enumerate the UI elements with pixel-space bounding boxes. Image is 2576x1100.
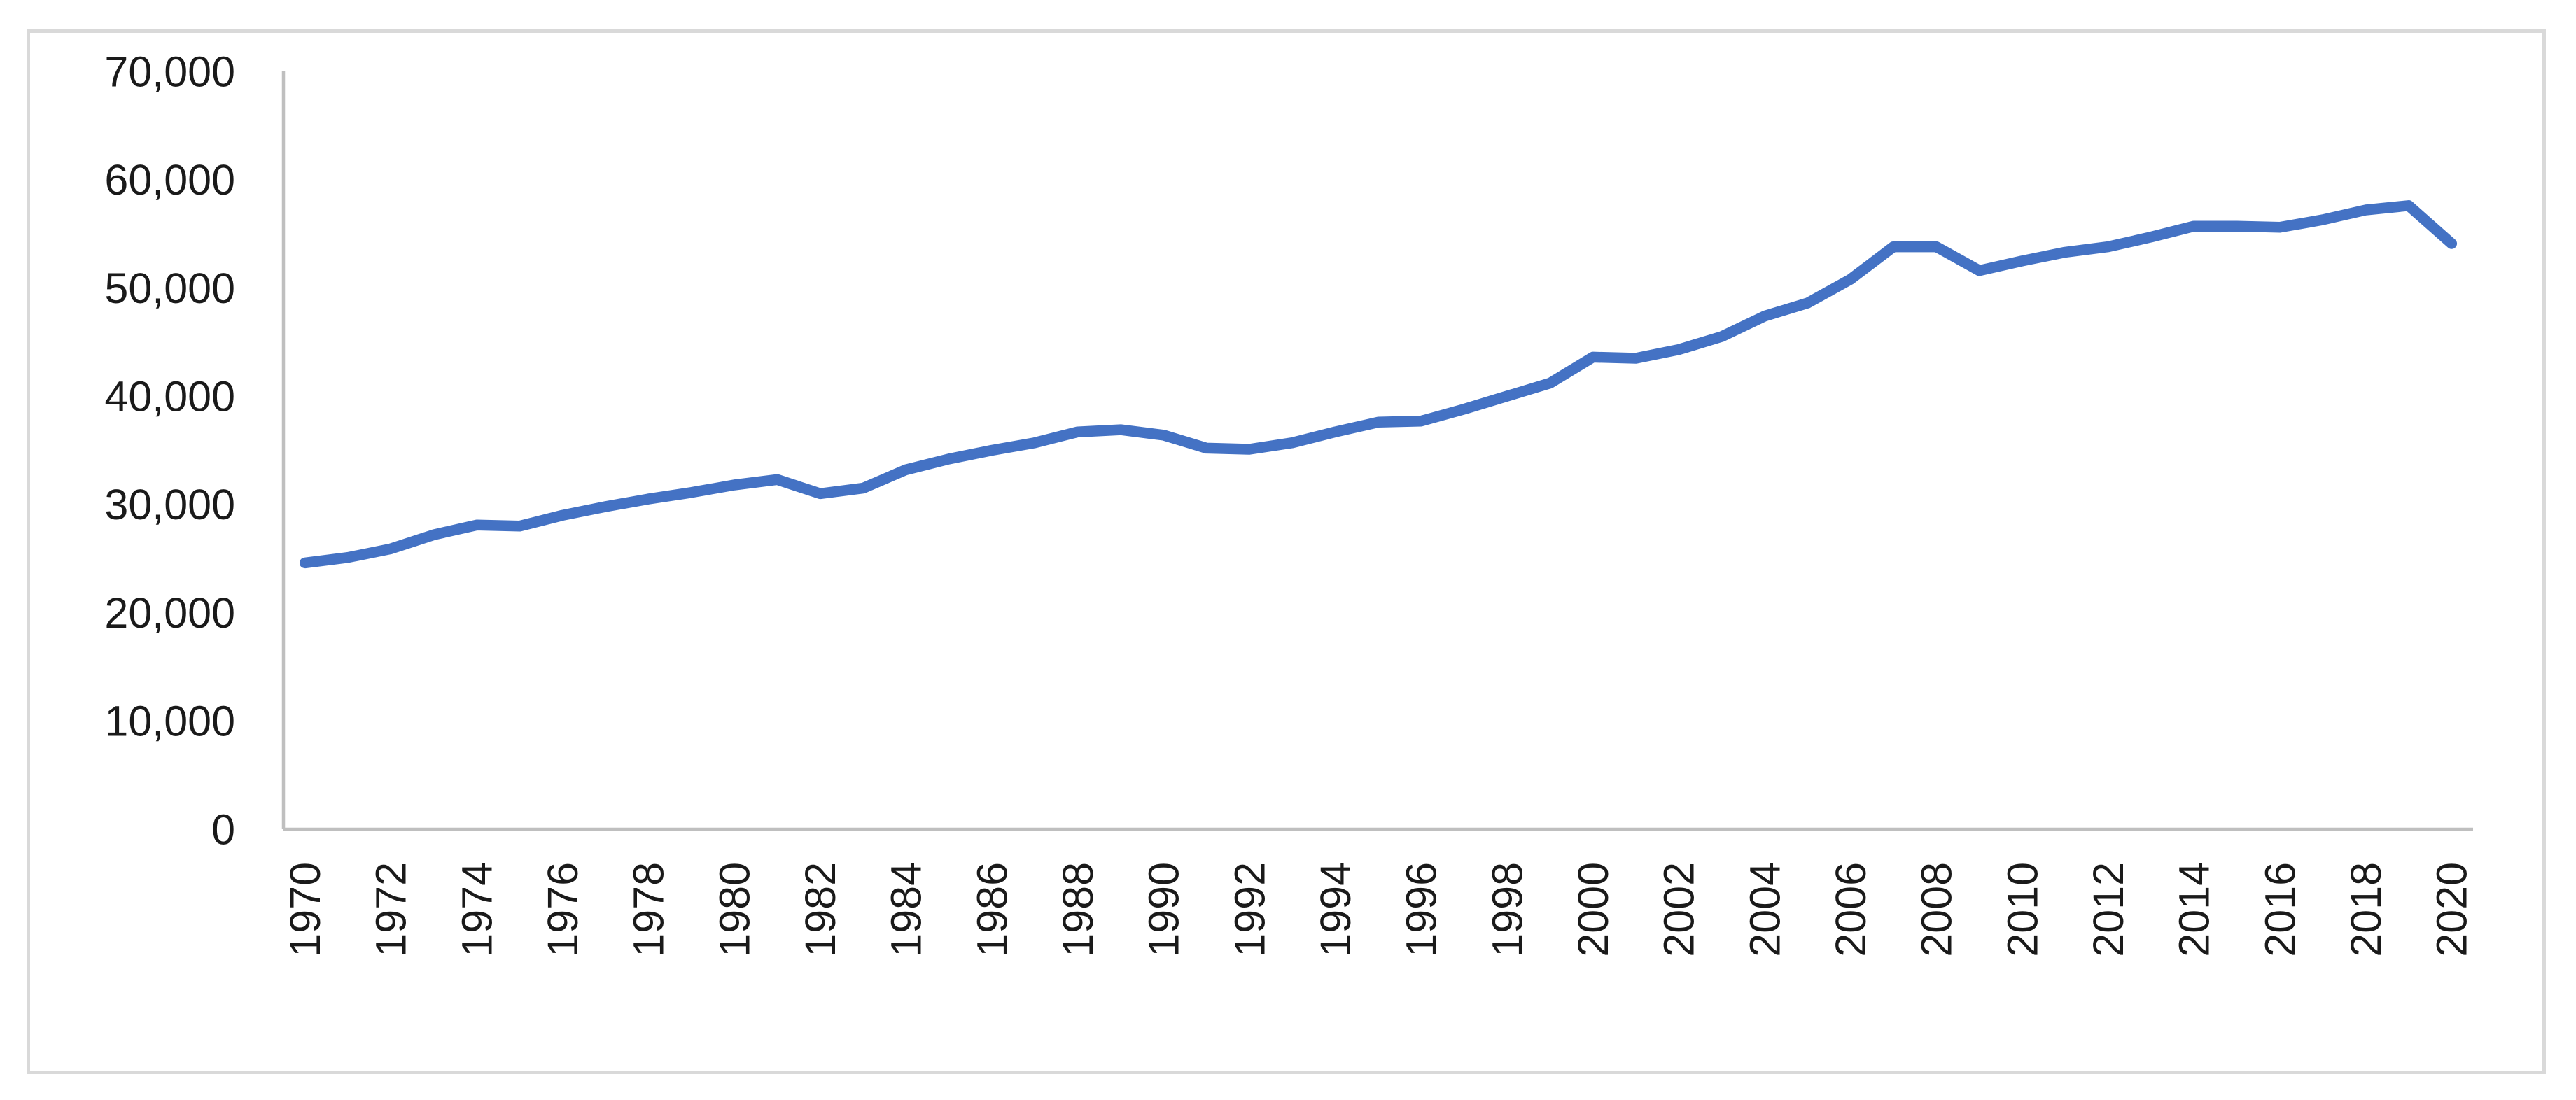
x-axis-tick-label: 1984	[883, 862, 930, 957]
chart-border	[27, 29, 2546, 1074]
x-axis-tick-label: 1972	[368, 862, 415, 957]
y-axis-tick-label: 70,000	[104, 48, 235, 95]
x-axis-tick-label: 1988	[1054, 862, 1102, 957]
y-axis-tick-label: 20,000	[104, 589, 235, 637]
x-axis-tick-label: 1978	[625, 862, 673, 957]
x-axis-tick-label: 2016	[2256, 862, 2304, 957]
y-axis-tick-label: 40,000	[104, 372, 235, 420]
y-axis-tick-label: 10,000	[104, 698, 235, 745]
x-axis-tick-label: 1990	[1140, 862, 1188, 957]
x-axis-tick-label: 2018	[2342, 862, 2390, 957]
x-axis-tick-label: 1998	[1483, 862, 1531, 957]
x-axis-tick-label: 1976	[539, 862, 587, 957]
x-axis-tick-label: 2012	[2085, 862, 2132, 957]
y-axis-tick-label: 30,000	[104, 481, 235, 528]
x-axis-tick-label: 2014	[2171, 862, 2218, 957]
x-axis-tick-label: 1996	[1398, 862, 1446, 957]
x-axis-tick-label: 2008	[1913, 862, 1961, 957]
x-axis-tick-label: 2010	[1998, 862, 2046, 957]
x-axis-tick-label: 1974	[453, 862, 500, 957]
y-axis-tick-label: 50,000	[104, 265, 235, 312]
data-series-line	[299, 200, 2458, 569]
x-axis-tick-label: 1980	[710, 862, 758, 957]
x-axis-tick-label: 2000	[1569, 862, 1617, 957]
x-axis-tick-label: 1994	[1312, 862, 1359, 957]
x-axis-tick-label: 1982	[797, 862, 844, 957]
x-axis-tick-label: 1992	[1226, 862, 1273, 957]
x-axis-tick-label: 2006	[1827, 862, 1875, 957]
x-axis-tick-label: 2020	[2428, 862, 2476, 957]
y-axis-tick-label: 60,000	[104, 156, 235, 204]
x-axis-tick-label: 1986	[968, 862, 1016, 957]
x-axis-tick-label: 2002	[1656, 862, 1703, 957]
x-axis-tick-label: 2004	[1741, 862, 1788, 957]
x-axis-tick-label: 1970	[281, 862, 329, 957]
y-axis-tick-label: 0	[211, 805, 235, 853]
